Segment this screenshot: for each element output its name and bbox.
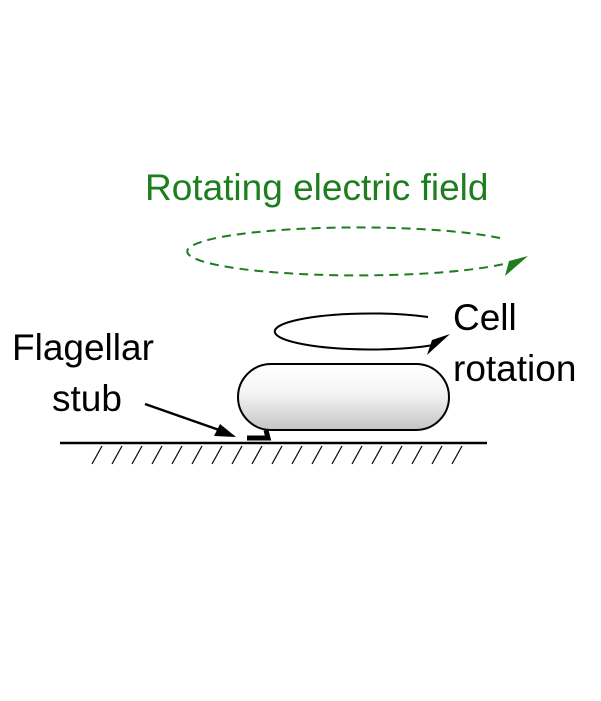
cell-rotation-group: Cell rotation — [273, 297, 576, 389]
hatch-mark — [211, 445, 223, 465]
surface — [60, 441, 487, 465]
hatch-mark — [191, 445, 203, 465]
hatch-mark — [171, 445, 183, 465]
flagellar-stub-annotation: Flagellar stub — [12, 327, 236, 437]
field-label: Rotating electric field — [145, 167, 488, 208]
hatch-mark — [91, 445, 103, 465]
stub-label-line2: stub — [52, 378, 122, 419]
stub-pointer-line — [144, 402, 223, 433]
hatch-mark — [391, 445, 403, 465]
hatch-mark — [231, 445, 243, 465]
hatch-mark — [271, 445, 283, 465]
rotation-ellipse — [273, 312, 435, 351]
field-ellipse — [186, 226, 509, 277]
stub-label-line1: Flagellar — [12, 327, 154, 368]
cell-rotation-label-line2: rotation — [453, 348, 576, 389]
hatch-mark — [131, 445, 143, 465]
hatch-mark — [371, 445, 383, 465]
cell-rotation-label-line1: Cell — [453, 297, 517, 338]
hatch-mark — [111, 445, 123, 465]
electric-field-group: Rotating electric field — [145, 167, 528, 277]
flagellar-stub — [247, 429, 272, 441]
hatch-mark — [431, 445, 443, 465]
surface-hatching — [91, 445, 463, 465]
rotation-arrowhead — [427, 334, 450, 355]
hatch-mark — [331, 445, 343, 465]
field-arrowhead — [505, 256, 528, 276]
hatch-mark — [151, 445, 163, 465]
bacterial-cell — [237, 363, 450, 431]
hatch-mark — [451, 445, 463, 465]
hatch-mark — [411, 445, 423, 465]
hatch-mark — [311, 445, 323, 465]
hatch-mark — [351, 445, 363, 465]
hatch-mark — [291, 445, 303, 465]
hatch-mark — [251, 445, 263, 465]
stub-pointer-arrowhead — [214, 424, 236, 437]
